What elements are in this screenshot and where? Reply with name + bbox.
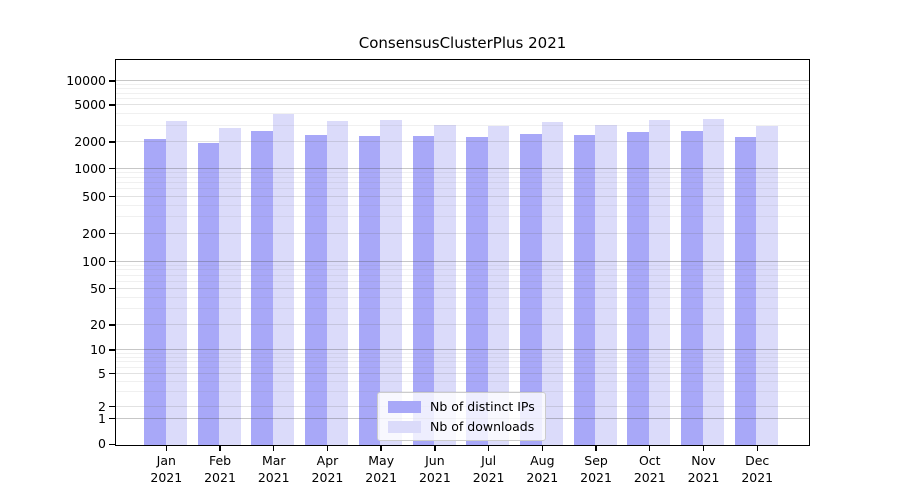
legend-label-distinct-ips: Nb of distinct IPs <box>430 399 535 414</box>
x-tick-mark <box>326 446 329 451</box>
x-tick-mark <box>487 446 490 451</box>
y-tick-label: 2000 <box>74 134 106 149</box>
x-tick-mark <box>165 446 167 451</box>
bar-downloads-sep <box>595 125 617 445</box>
bar-downloads-oct <box>648 119 671 445</box>
x-tick-label: Apr 2021 <box>311 453 344 485</box>
x-tick-label: Jul 2021 <box>472 453 505 485</box>
bar-distinct-ips-apr <box>305 134 327 445</box>
x-tick-mark <box>380 446 382 451</box>
y-tick-label: 100 <box>82 253 106 269</box>
y-tick-label: 5000 <box>74 97 106 112</box>
x-tick-label: Sep 2021 <box>580 453 612 485</box>
y-tick-label: 500 <box>82 188 106 204</box>
bar-distinct-ips-dec <box>734 137 757 445</box>
x-tick-label: Aug 2021 <box>526 453 559 485</box>
chart-title: ConsensusClusterPlus 2021 <box>358 34 567 52</box>
y-tick-mark <box>109 80 115 82</box>
y-tick-mark <box>109 443 115 445</box>
y-tick-label: 0 <box>98 436 106 452</box>
y-tick-mark <box>109 287 115 290</box>
y-tick-mark <box>109 141 115 143</box>
x-tick-label: Jun 2021 <box>418 453 451 485</box>
bar-distinct-ips-aug <box>520 133 542 445</box>
x-tick-mark <box>595 446 597 451</box>
x-tick-mark <box>541 446 544 451</box>
bar-downloads-jun <box>434 125 456 445</box>
bar-downloads-jan <box>165 121 187 445</box>
bar-downloads-nov <box>702 119 725 445</box>
bar-distinct-ips-jun <box>412 136 435 445</box>
y-tick-mark <box>109 167 115 170</box>
legend-swatch-downloads <box>388 420 421 433</box>
y-tick-mark <box>109 232 115 235</box>
bar-downloads-feb <box>219 127 241 445</box>
x-tick-label: Oct 2021 <box>633 453 666 485</box>
bar-downloads-jul <box>487 125 510 445</box>
y-tick-label: 2 <box>98 398 106 414</box>
y-tick-label: 10000 <box>66 73 106 88</box>
bar-downloads-apr <box>326 120 349 445</box>
bar-distinct-ips-feb <box>197 142 220 445</box>
y-tick-mark <box>109 349 115 351</box>
x-tick-mark <box>756 446 758 451</box>
plot-area: Nb of distinct IPs Nb of downloads <box>115 59 810 446</box>
bar-distinct-ips-mar <box>251 131 273 445</box>
y-tick-label: 20 <box>90 317 106 332</box>
bar-downloads-aug <box>541 121 564 445</box>
x-tick-label: Feb 2021 <box>204 453 236 485</box>
x-tick-label: Jan 2021 <box>150 453 183 485</box>
bars-layer <box>116 60 809 445</box>
x-tick-mark <box>219 446 221 451</box>
y-tick-label: 200 <box>82 225 106 241</box>
y-tick-label: 1000 <box>74 160 106 176</box>
x-tick-label: May 2021 <box>365 453 398 485</box>
bar-distinct-ips-sep <box>573 135 596 445</box>
legend-label-downloads: Nb of downloads <box>430 419 535 434</box>
y-tick-mark <box>109 324 115 326</box>
x-tick-label: Mar 2021 <box>257 453 290 485</box>
y-tick-label: 10 <box>90 342 106 357</box>
y-tick-mark <box>109 372 115 375</box>
x-tick-mark <box>273 446 275 451</box>
legend: Nb of distinct IPs Nb of downloads <box>377 392 546 441</box>
bar-distinct-ips-oct <box>627 132 649 445</box>
y-tick-label: 5 <box>98 365 106 381</box>
bar-distinct-ips-may <box>358 136 381 445</box>
bar-distinct-ips-jul <box>466 137 488 445</box>
y-tick-mark <box>109 260 115 263</box>
bar-downloads-mar <box>272 114 295 445</box>
legend-item-downloads: Nb of downloads <box>388 419 535 434</box>
bar-downloads-may <box>380 120 402 445</box>
x-tick-mark <box>702 446 705 451</box>
y-tick-mark <box>109 104 115 106</box>
y-tick-label: 50 <box>90 280 106 296</box>
x-tick-label: Dec 2021 <box>741 453 774 485</box>
y-tick-mark <box>109 405 115 408</box>
legend-item-distinct-ips: Nb of distinct IPs <box>388 399 535 414</box>
bar-downloads-dec <box>756 126 778 445</box>
legend-swatch-distinct-ips <box>388 400 421 413</box>
bar-distinct-ips-nov <box>681 130 703 445</box>
x-tick-label: Nov 2021 <box>687 453 720 485</box>
x-tick-mark <box>649 446 651 451</box>
y-tick-mark <box>109 195 115 198</box>
y-tick-label: 1 <box>98 410 106 426</box>
y-tick-mark <box>109 417 115 420</box>
x-tick-mark <box>434 446 436 451</box>
bar-distinct-ips-jan <box>144 138 166 445</box>
